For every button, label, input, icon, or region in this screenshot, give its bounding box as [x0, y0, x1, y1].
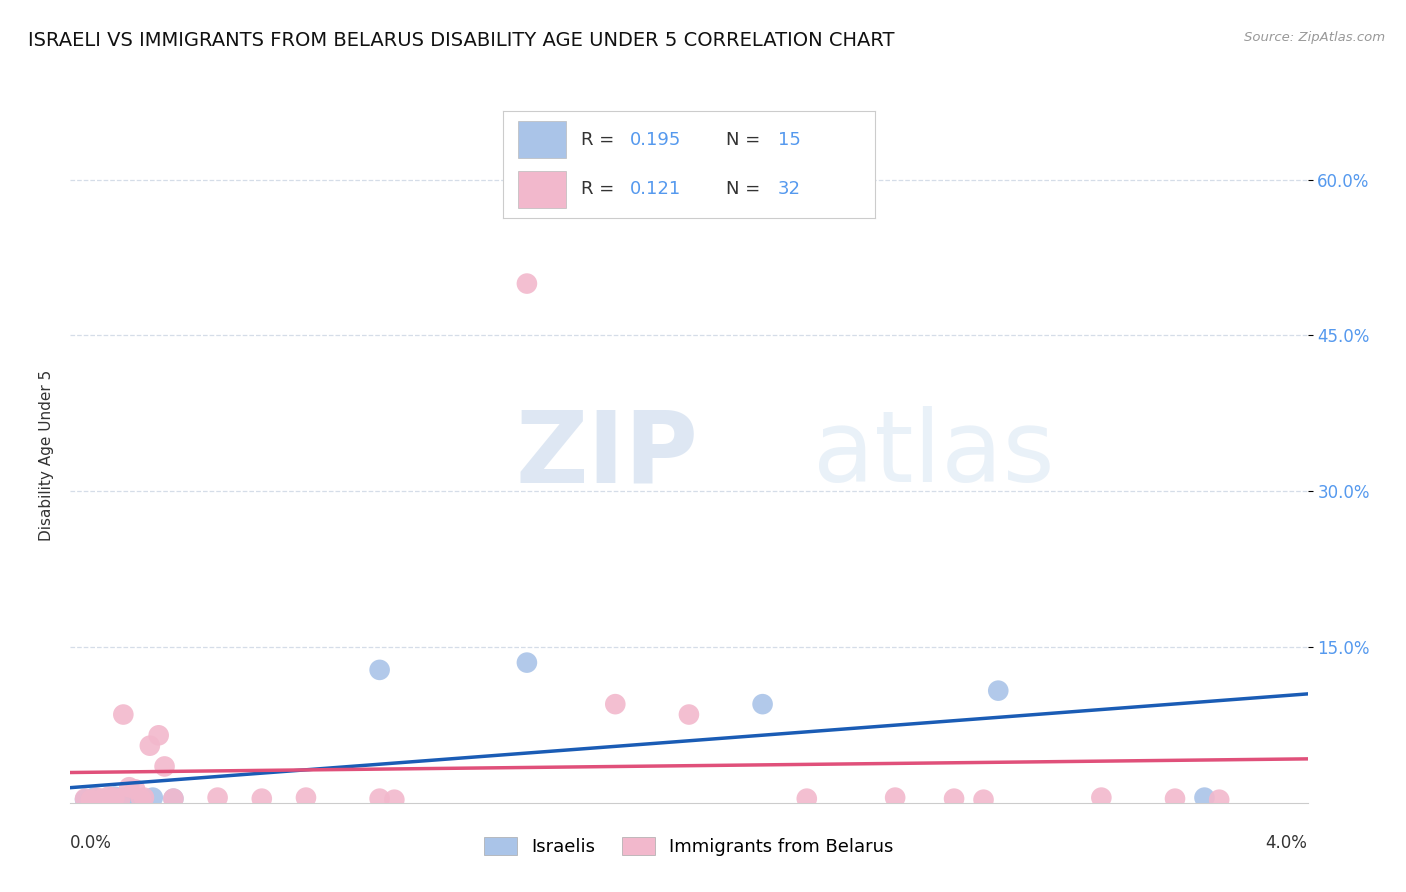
Point [1208, 793, 1230, 807]
Point [162, 791, 184, 805]
Point [110, 791, 132, 805]
Point [80, 793, 103, 807]
Text: ISRAELI VS IMMIGRANTS FROM BELARUS DISABILITY AGE UNDER 5 CORRELATION CHART: ISRAELI VS IMMIGRANTS FROM BELARUS DISAB… [28, 31, 894, 50]
Point [751, 697, 773, 711]
Point [97, 789, 120, 804]
Point [678, 707, 700, 722]
Point [162, 791, 184, 805]
Point [139, 739, 162, 753]
Point [118, 780, 141, 795]
Point [112, 790, 135, 805]
Point [796, 791, 818, 805]
Point [1164, 791, 1187, 805]
Point [1090, 790, 1112, 805]
Text: 0.0%: 0.0% [70, 834, 112, 852]
Point [89, 793, 111, 807]
Point [516, 277, 538, 291]
Point [368, 663, 391, 677]
Point [148, 728, 170, 742]
Point [1194, 790, 1216, 805]
Point [73, 791, 96, 805]
Point [112, 707, 135, 722]
Point [132, 790, 155, 805]
Text: 4.0%: 4.0% [1265, 834, 1308, 852]
Point [973, 793, 995, 807]
Point [129, 791, 152, 805]
Point [103, 790, 125, 805]
Point [884, 790, 907, 805]
Point [94, 793, 117, 807]
Point [97, 791, 120, 805]
Point [605, 697, 627, 711]
Point [207, 790, 229, 805]
Point [83, 790, 105, 805]
Point [516, 656, 538, 670]
Text: atlas: atlas [813, 407, 1054, 503]
Text: ZIP: ZIP [516, 407, 699, 503]
Point [153, 759, 176, 773]
Point [250, 791, 273, 805]
Point [987, 683, 1010, 698]
Point [124, 791, 146, 805]
Point [142, 790, 165, 805]
Point [103, 789, 125, 804]
Legend: Israelis, Immigrants from Belarus: Israelis, Immigrants from Belarus [477, 830, 901, 863]
Point [943, 791, 966, 805]
Point [73, 793, 96, 807]
Y-axis label: Disability Age Under 5: Disability Age Under 5 [38, 369, 53, 541]
Point [118, 793, 141, 807]
Point [124, 782, 146, 797]
Point [295, 790, 318, 805]
Point [382, 793, 405, 807]
Text: Source: ZipAtlas.com: Source: ZipAtlas.com [1244, 31, 1385, 45]
Point [86, 790, 108, 805]
Point [91, 791, 114, 805]
Point [368, 791, 391, 805]
